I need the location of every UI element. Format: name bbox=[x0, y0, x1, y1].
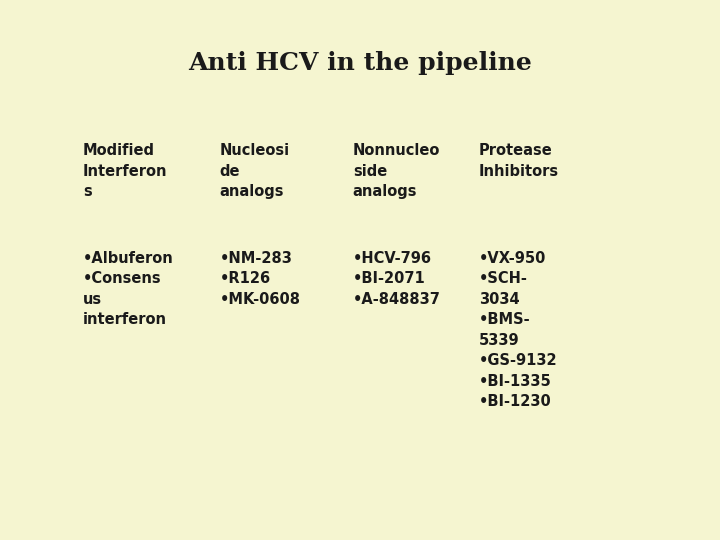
Text: Nucleosi
de
analogs: Nucleosi de analogs bbox=[220, 143, 289, 199]
Text: •Albuferon
•Consens
us
interferon: •Albuferon •Consens us interferon bbox=[83, 251, 174, 327]
Text: Modified
Interferon
s: Modified Interferon s bbox=[83, 143, 167, 199]
Text: •HCV-796
•BI-2071
•A-848837: •HCV-796 •BI-2071 •A-848837 bbox=[353, 251, 441, 307]
Text: Protease
Inhibitors: Protease Inhibitors bbox=[479, 143, 559, 179]
Text: •NM-283
•R126
•MK-0608: •NM-283 •R126 •MK-0608 bbox=[220, 251, 301, 307]
Text: Nonnucleo
side
analogs: Nonnucleo side analogs bbox=[353, 143, 440, 199]
Text: Anti HCV in the pipeline: Anti HCV in the pipeline bbox=[188, 51, 532, 75]
Text: •VX-950
•SCH-
3034
•BMS-
5339
•GS-9132
•BI-1335
•BI-1230: •VX-950 •SCH- 3034 •BMS- 5339 •GS-9132 •… bbox=[479, 251, 557, 409]
